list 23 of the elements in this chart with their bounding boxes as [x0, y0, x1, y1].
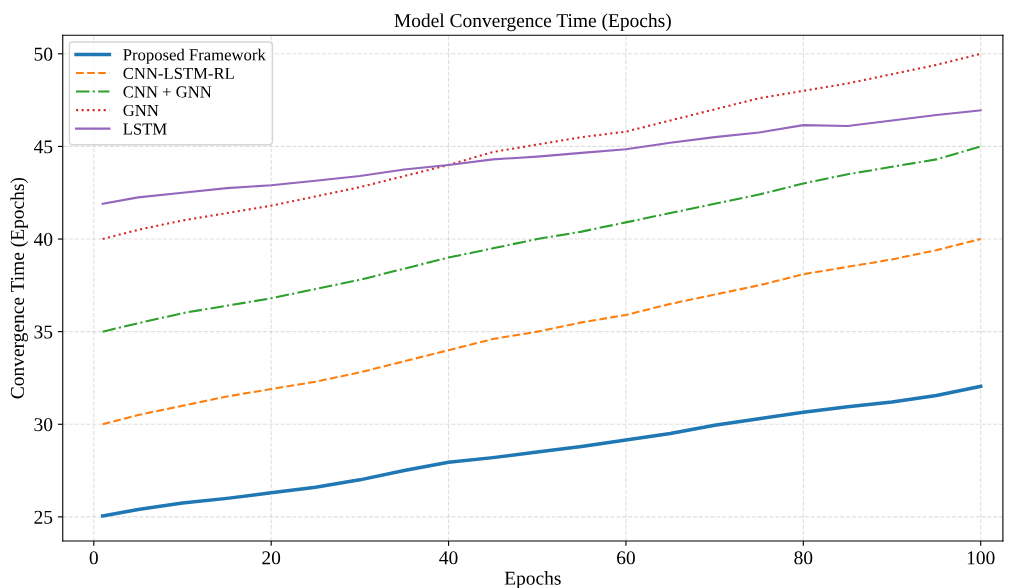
- x-tick-label: 0: [89, 551, 98, 565]
- legend-label: LSTM: [123, 123, 167, 135]
- legend-label: Proposed Framework: [123, 48, 266, 64]
- line-series: [101, 145, 982, 333]
- legend-label: CNN-LSTM-RL: [123, 67, 234, 79]
- line-series: [100, 384, 983, 518]
- x-tick-label: 20: [262, 551, 281, 565]
- y-tick-label: 30: [34, 418, 53, 432]
- y-axis-title: Convergence Time (Epochs): [10, 177, 29, 399]
- x-tick-label: 80: [794, 551, 813, 565]
- chart-title: Model Convergence Time (Epochs): [394, 13, 671, 32]
- y-tick-label: 25: [34, 510, 53, 524]
- x-tick-label: 60: [617, 551, 635, 565]
- line-series: [101, 237, 982, 426]
- x-tick-label: 100: [967, 551, 995, 565]
- y-tick-label: 45: [33, 140, 53, 154]
- y-tick-label: 40: [33, 232, 53, 246]
- y-tick-label: 50: [34, 47, 53, 61]
- y-tick-label: 35: [34, 325, 53, 339]
- x-axis-title: Epochs: [504, 571, 561, 588]
- legend-label: GNN: [123, 104, 159, 117]
- x-tick-label: 40: [439, 551, 458, 565]
- legend-label: CNN + GNN: [123, 86, 212, 98]
